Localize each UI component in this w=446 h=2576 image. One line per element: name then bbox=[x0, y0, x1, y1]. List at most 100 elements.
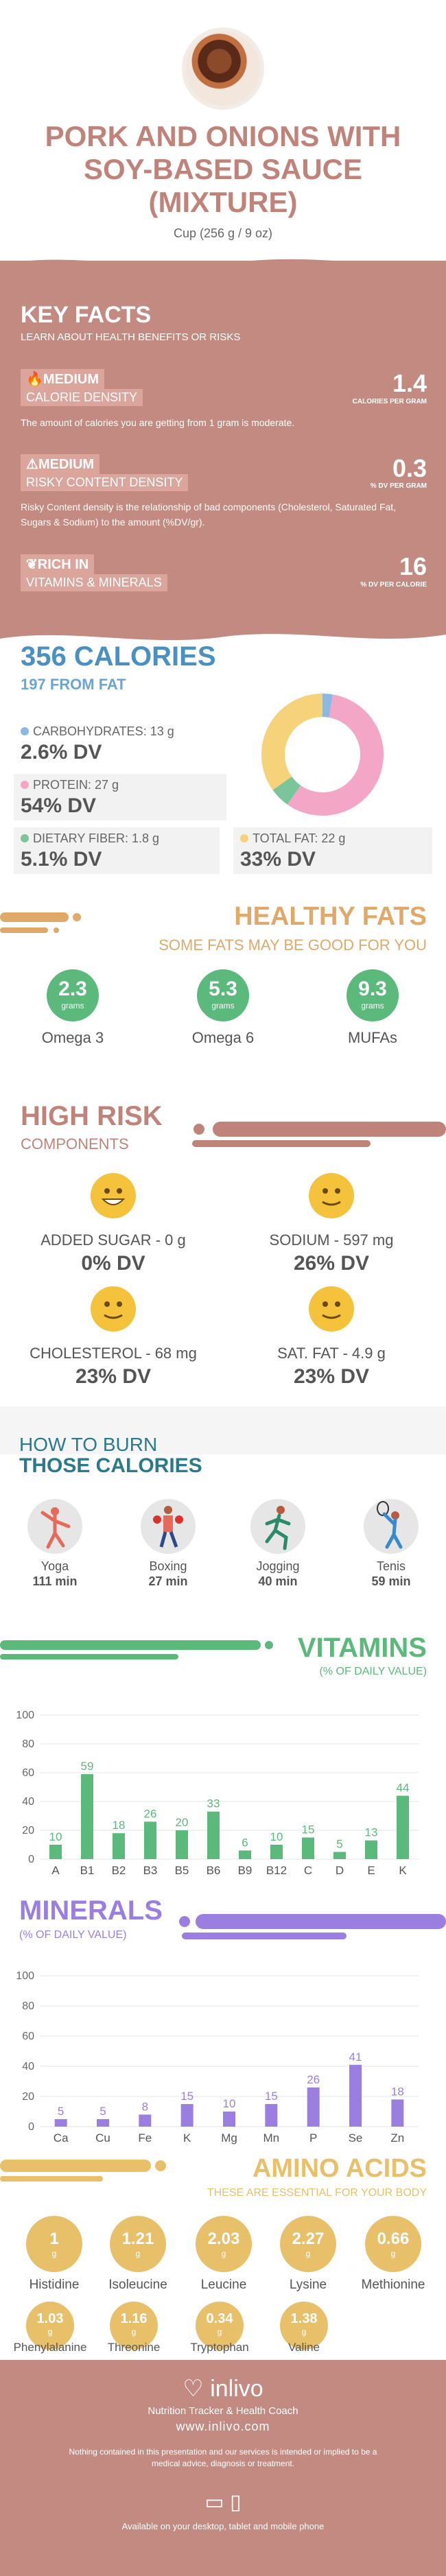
amino-unit: g bbox=[217, 2327, 222, 2337]
mineral-value-Mn: 15 bbox=[265, 2090, 278, 2103]
vitamin-value-B12: 10 bbox=[270, 1830, 283, 1843]
mineral-xtick-Zn: Zn bbox=[390, 2131, 404, 2144]
fat-box: TOTAL FAT: 22 g 33% DV bbox=[233, 827, 432, 874]
key-facts-title: KEY FACTS bbox=[21, 302, 152, 328]
vitamin-value-B6: 33 bbox=[207, 1797, 220, 1810]
amino-unit: g bbox=[301, 2327, 307, 2337]
vitamin-value-B1: 59 bbox=[81, 1760, 94, 1773]
amino-subtitle: THESE ARE ESSENTIAL FOR YOUR BODY bbox=[207, 2187, 427, 2199]
heart-logo-icon: ♡ bbox=[183, 2376, 211, 2402]
mineral-value-Zn: 18 bbox=[391, 2085, 404, 2098]
vitamin-xtick-B6: B6 bbox=[207, 1864, 221, 1877]
vitamin-ytick: 40 bbox=[22, 1796, 34, 1808]
amino-histidine-label: Histidine bbox=[29, 2278, 80, 2292]
vitamin-bar-D bbox=[333, 1852, 346, 1859]
vitamin-xtick-A: A bbox=[51, 1864, 60, 1877]
carbs-box: CARBOHYDRATES: 13 g 2.6% DV bbox=[21, 724, 174, 764]
vitamin-bar-B1 bbox=[81, 1774, 93, 1859]
minerals-subtitle: (% OF DAILY VALUE) bbox=[19, 1929, 127, 1941]
fiber-dot bbox=[21, 834, 29, 842]
warning-icon: ⚠ bbox=[26, 457, 38, 472]
amino-lysine-label: Lysine bbox=[289, 2278, 327, 2292]
page-title: PORK AND ONIONS WITH SOY-BASED SAUCE (MI… bbox=[45, 120, 401, 218]
key-facts-subtitle: LEARN ABOUT HEALTH BENEFITS OR RISKS bbox=[21, 331, 241, 343]
vitamin-ytick: 0 bbox=[28, 1854, 34, 1865]
burn-title-2: THOSE CALORIES bbox=[19, 1454, 202, 1477]
vitamin-xtick-D: D bbox=[336, 1864, 344, 1877]
vitamin-value-C: 15 bbox=[302, 1823, 315, 1836]
amino-unit: g bbox=[131, 2327, 137, 2337]
cholesterol-label: CHOLESTEROL - 68 mg bbox=[30, 1345, 197, 1362]
devices-icon: ▭ ▯ bbox=[204, 2491, 242, 2514]
omega3-circle: 2.3 grams bbox=[47, 969, 99, 1021]
added-sugar-dv: 0% DV bbox=[81, 1252, 145, 1275]
sodium-face-icon bbox=[309, 1173, 354, 1218]
yoga-icon bbox=[27, 1499, 82, 1554]
vitamin-ytick: 100 bbox=[16, 1710, 34, 1721]
mineral-bar-Ca bbox=[54, 2119, 67, 2127]
risky-density-badge: ⚠MEDIUM RISKY CONTENT DENSITY bbox=[21, 454, 189, 491]
donut-slice-fat bbox=[261, 694, 323, 790]
calories-title: 356 CALORIES bbox=[21, 641, 216, 672]
footer-url[interactable]: www.inlivo.com bbox=[176, 2420, 270, 2433]
mineral-xtick-Se: Se bbox=[349, 2131, 363, 2144]
vitamins-decor bbox=[0, 1640, 273, 1659]
vitamin-xtick-B1: B1 bbox=[80, 1864, 95, 1877]
jogging-minutes: 40 min bbox=[258, 1574, 298, 1588]
sodium-dv: 26% DV bbox=[293, 1252, 370, 1275]
high-risk-title: HIGH RISK bbox=[21, 1101, 163, 1131]
vitamin-ytick: 60 bbox=[22, 1767, 34, 1779]
amino-tryptophan-circle: 0.34 g bbox=[196, 2302, 244, 2350]
mineral-bar-P bbox=[307, 2087, 320, 2127]
amino-methionine-label: Methionine bbox=[361, 2278, 425, 2292]
risky-density-value: 0.3 bbox=[392, 454, 427, 482]
sat-fat-label: SAT. FAT - 4.9 g bbox=[277, 1345, 386, 1362]
vitamin-ytick: 20 bbox=[22, 1825, 34, 1836]
donut-slice-protein bbox=[287, 694, 384, 816]
amino-isoleucine-circle: 1.21 g bbox=[110, 2216, 166, 2272]
risky-density-unit: % DV PER GRAM bbox=[370, 482, 427, 490]
mineral-value-K: 15 bbox=[180, 2090, 193, 2103]
jogging-label: Jogging bbox=[256, 1559, 300, 1573]
cholesterol-dv: 23% DV bbox=[75, 1365, 152, 1388]
mineral-xtick-Ca: Ca bbox=[54, 2131, 69, 2144]
high-risk-subtitle: COMPONENTS bbox=[21, 1135, 129, 1153]
mineral-ytick: 80 bbox=[22, 2000, 34, 2012]
mineral-value-Fe: 8 bbox=[142, 2100, 148, 2113]
mineral-ytick: 40 bbox=[22, 2061, 34, 2072]
vitamin-xtick-B9: B9 bbox=[238, 1864, 253, 1877]
donut-slice-fiber bbox=[272, 776, 301, 805]
vitamins-minerals-badge: ❦RICH IN VITAMINS & MINERALS bbox=[21, 554, 167, 591]
omega6-circle: 5.3 grams bbox=[197, 969, 249, 1021]
mineral-xtick-Mg: Mg bbox=[221, 2131, 237, 2144]
boxing-label: Boxing bbox=[149, 1559, 187, 1573]
mineral-value-P: 26 bbox=[307, 2073, 320, 2086]
vitamin-value-K: 44 bbox=[397, 1782, 410, 1795]
mineral-ytick: 0 bbox=[28, 2121, 34, 2133]
protein-dv: 54% DV bbox=[21, 794, 97, 817]
dish-photo bbox=[182, 27, 264, 110]
mineral-bar-Cu bbox=[97, 2119, 109, 2127]
mineral-ytick: 60 bbox=[22, 2031, 34, 2042]
amino-tryptophan-label: Tryptophan bbox=[190, 2341, 249, 2354]
fiber-dv: 5.1% DV bbox=[21, 848, 102, 871]
key-facts-wave-bottom bbox=[0, 621, 446, 641]
vitamins-bar-chart: 0 20 40 60 80 100 10 A 59 B1 18 B2 26 B3 20 B5 33 B6 6 B9 10… bbox=[16, 1710, 419, 1877]
fat-dv: 33% DV bbox=[240, 848, 316, 871]
vitamin-xtick-E: E bbox=[367, 1864, 375, 1877]
mineral-value-Cu: 5 bbox=[99, 2105, 106, 2118]
healthy-fats-decor bbox=[0, 912, 81, 933]
vitamins-subtitle: (% OF DAILY VALUE) bbox=[319, 1666, 427, 1677]
mufas-label: MUFAs bbox=[347, 1029, 398, 1046]
vitamin-xtick-K: K bbox=[399, 1864, 407, 1877]
calorie-density-value: 1.4 bbox=[392, 369, 427, 397]
vitamin-value-B9: 6 bbox=[242, 1836, 248, 1849]
mineral-ytick: 100 bbox=[16, 1970, 34, 1982]
vitamin-value-D: 5 bbox=[336, 1838, 342, 1851]
mineral-bar-Mn bbox=[265, 2104, 278, 2127]
fiber-box: DIETARY FIBER: 1.8 g 5.1% DV bbox=[14, 827, 220, 874]
sat-fat-face-icon bbox=[309, 1286, 354, 1332]
tennis-icon bbox=[364, 1499, 419, 1554]
vitamin-value-B2: 18 bbox=[113, 1819, 126, 1832]
